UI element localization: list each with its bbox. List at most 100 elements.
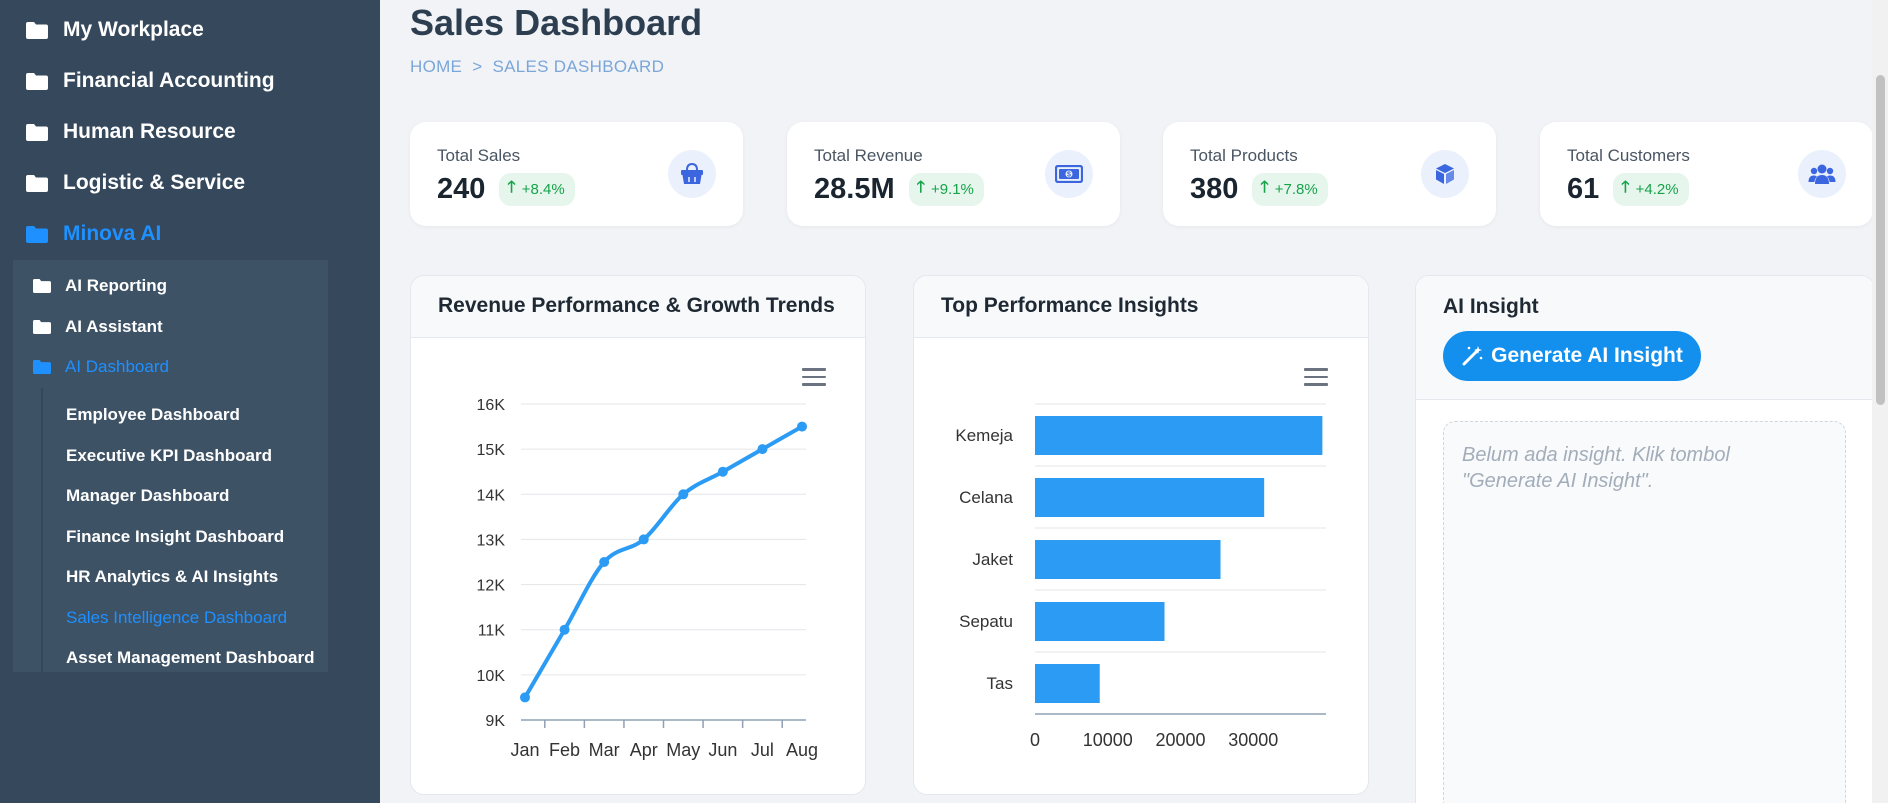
arrow-up-icon: 🡑 (1260, 179, 1269, 196)
sidebar-item-label: Manager Dashboard (66, 486, 230, 505)
sidebar-item-label: Sales Intelligence Dashboard (66, 608, 288, 627)
stat-label: Total Customers (1567, 146, 1690, 165)
stat-change: +9.1% (930, 181, 974, 198)
sidebar-item-employee-dashboard[interactable]: Employee Dashboard (66, 402, 240, 428)
x-tick-label: 30000 (1228, 730, 1278, 750)
sidebar-item-label: Financial Accounting (63, 69, 275, 92)
users-icon (1798, 150, 1846, 198)
stat-card-total-revenue: Total Revenue 28.5M 🡑 +9.1% $ (787, 122, 1120, 226)
sidebar-item-manager-dashboard[interactable]: Manager Dashboard (66, 483, 229, 509)
sidebar-item-label: HR Analytics & AI Insights (66, 567, 279, 586)
sidebar-item-financial-accounting[interactable]: Financial Accounting (26, 66, 275, 96)
top-performance-panel: Top Performance Insights 0 10000 20000 3000… (913, 275, 1369, 795)
x-tick-label: Jun (708, 740, 737, 760)
submenu-minova-ai: AI Reporting AI Assistant AI Dashboard E… (13, 260, 328, 672)
x-tick-label: 0 (1030, 730, 1040, 750)
data-point (559, 624, 570, 635)
chart-menu-icon[interactable] (802, 368, 826, 386)
arrow-up-icon: 🡑 (1621, 179, 1630, 196)
box-icon (1421, 150, 1469, 198)
y-tick-label: 15K (477, 442, 506, 459)
data-point (678, 489, 689, 500)
data-point (797, 421, 807, 432)
sidebar-item-label: Human Resource (63, 120, 236, 143)
folder-icon (26, 174, 48, 192)
sidebar-item-human-resource[interactable]: Human Resource (26, 117, 236, 147)
breadcrumb-home[interactable]: HOME (410, 57, 463, 76)
stat-value: 28.5M (814, 173, 895, 205)
folder-icon (26, 225, 48, 243)
panel-title: Revenue Performance & Growth Trends (411, 276, 865, 338)
breadcrumb-separator: > (472, 57, 483, 76)
x-tick-label: Apr (630, 740, 658, 760)
sidebar-item-label: AI Assistant (65, 317, 163, 336)
sidebar-item-sales-intelligence-dashboard[interactable]: Sales Intelligence Dashboard (66, 605, 287, 631)
sidebar-item-hr-analytics[interactable]: HR Analytics & AI Insights (66, 564, 278, 590)
magic-wand-icon (1462, 346, 1483, 366)
ai-insight-panel: AI Insight Generate AI Insight Belum ada… (1415, 275, 1875, 803)
sidebar-item-label: Minova AI (63, 222, 162, 245)
panel-title: AI Insight (1443, 295, 1539, 318)
sidebar-item-logistic-service[interactable]: Logistic & Service (26, 168, 245, 198)
breadcrumb-current: SALES DASHBOARD (492, 57, 665, 76)
data-point (638, 534, 649, 545)
page-scrollbar[interactable] (1872, 0, 1888, 803)
sidebar-item-label: Logistic & Service (63, 171, 246, 194)
sidebar-item-label: AI Reporting (65, 276, 167, 295)
x-tick-label: Feb (549, 740, 580, 760)
folder-icon (33, 279, 51, 293)
sidebar-item-minova-ai[interactable]: Minova AI (26, 219, 161, 249)
sidebar-item-label: AI Dashboard (65, 357, 169, 376)
page-title: Sales Dashboard (410, 2, 703, 43)
chart-menu-icon[interactable] (1304, 368, 1328, 386)
arrow-up-icon: 🡑 (507, 179, 516, 196)
x-tick-label: Mar (589, 740, 620, 760)
folder-icon (26, 72, 48, 90)
bar (1035, 416, 1323, 455)
x-tick-label: Jan (510, 740, 539, 760)
sidebar-item-label: Finance Insight Dashboard (66, 527, 285, 546)
stat-change-badge: 🡑 +9.1% (908, 173, 984, 206)
sidebar: My Workplace Financial Accounting Human … (0, 0, 380, 803)
shopping-bag-icon (668, 150, 716, 198)
x-tick-label: 10000 (1083, 730, 1133, 750)
revenue-chart-panel: Revenue Performance & Growth Trends 9K 10… (410, 275, 866, 795)
stat-value: 380 (1190, 173, 1239, 205)
stat-value: 240 (437, 173, 486, 205)
stat-label: Total Revenue (814, 146, 923, 165)
x-tick-label: May (666, 740, 700, 760)
sidebar-item-ai-reporting[interactable]: AI Reporting (33, 273, 167, 299)
sidebar-item-ai-assistant[interactable]: AI Assistant (33, 314, 163, 340)
stat-label: Total Products (1190, 146, 1298, 165)
stat-change-badge: 🡑 +8.4% (499, 173, 575, 206)
sidebar-item-my-workplace[interactable]: My Workplace (26, 15, 204, 45)
y-tick-label: 13K (477, 532, 506, 549)
button-label: Generate AI Insight (1491, 344, 1683, 367)
sidebar-item-finance-insight-dashboard[interactable]: Finance Insight Dashboard (66, 524, 284, 550)
ai-insight-output: Belum ada insight. Klik tombol "Generate… (1443, 421, 1846, 803)
sidebar-item-executive-kpi-dashboard[interactable]: Executive KPI Dashboard (66, 443, 272, 469)
folder-icon (26, 21, 48, 39)
breadcrumb: HOME > SALES DASHBOARD (410, 57, 664, 77)
series-line (523, 424, 804, 700)
sidebar-item-asset-management-dashboard[interactable]: Asset Management Dashboard (66, 645, 314, 671)
sidebar-item-label: Asset Management Dashboard (66, 648, 315, 667)
scrollbar-thumb[interactable] (1876, 75, 1885, 405)
generate-ai-insight-button[interactable]: Generate AI Insight (1443, 331, 1701, 381)
sidebar-item-label: My Workplace (63, 18, 204, 41)
bar (1035, 664, 1100, 703)
category-label: Kemeja (955, 426, 1013, 445)
sidebar-item-ai-dashboard[interactable]: AI Dashboard (33, 354, 169, 380)
stat-card-total-products: Total Products 380 🡑 +7.8% (1163, 122, 1496, 226)
category-label: Celana (959, 488, 1013, 507)
y-tick-label: 9K (485, 713, 505, 730)
category-label: Sepatu (959, 612, 1013, 631)
stat-change-badge: 🡑 +4.2% (1613, 173, 1689, 206)
y-tick-label: 16K (477, 397, 506, 414)
svg-text:$: $ (1067, 172, 1071, 179)
data-point (599, 557, 610, 567)
category-label: Jaket (972, 550, 1013, 569)
x-tick-label: 20000 (1155, 730, 1205, 750)
stat-label: Total Sales (437, 146, 521, 165)
y-tick-label: 10K (477, 668, 506, 685)
